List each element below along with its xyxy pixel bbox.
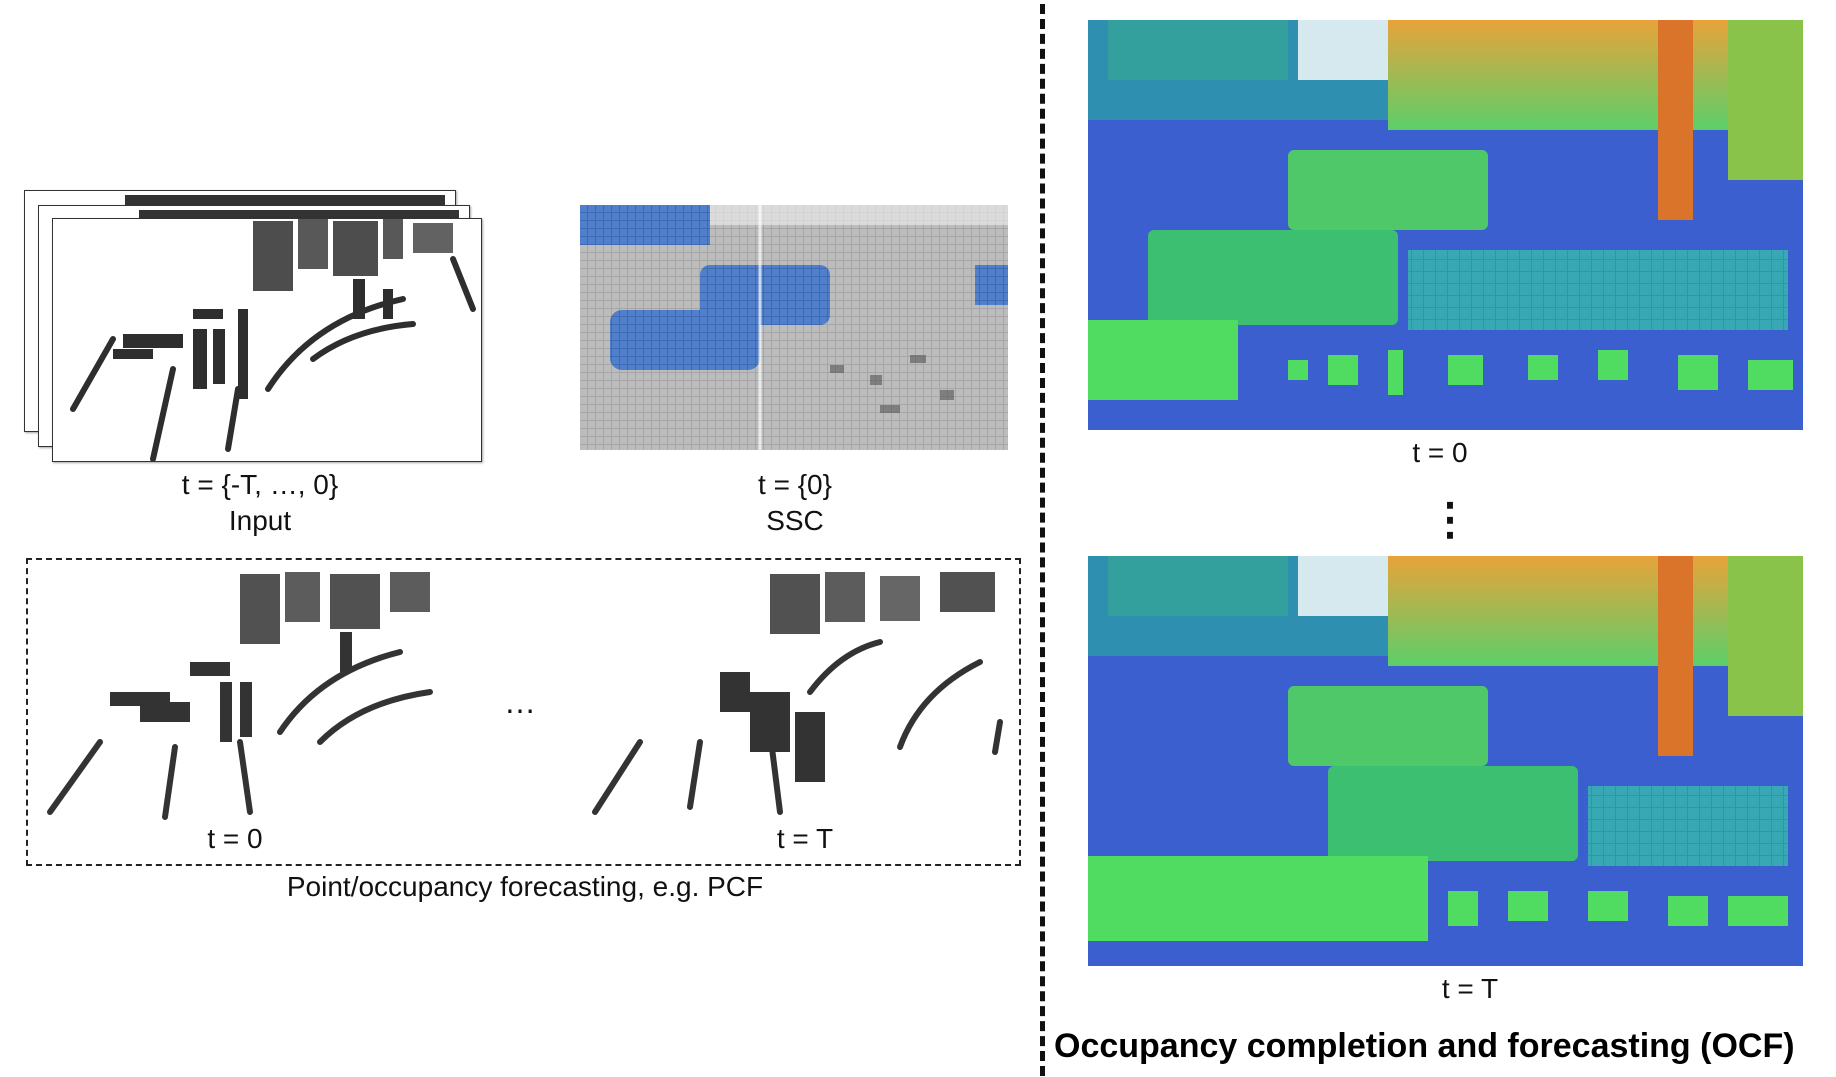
ocf-title: Occupancy completion and forecasting (OC… (1054, 1027, 1795, 1065)
forecast-first-time-label: t = 0 (207, 823, 263, 854)
ocf-frame-tT (1088, 556, 1803, 966)
ssc-panel (580, 205, 1008, 450)
forecast-frame-t0 (40, 572, 470, 822)
ssc-time-label: t = {0} (758, 469, 832, 500)
input-frame-front (52, 218, 482, 462)
ocf-frame-t0 (1088, 20, 1803, 430)
ocf-frame-t0-scene (1088, 20, 1803, 430)
forecast-frame-t0-points (47, 572, 433, 820)
ocf-top-time-label: t = 0 (1412, 437, 1468, 468)
ocf-vertical-ellipsis: ⋮ (1428, 495, 1472, 544)
forecast-frame-tT (580, 572, 1010, 822)
input-caption: Input (228, 505, 292, 536)
forecasting-box (26, 558, 1021, 866)
input-time-label: t = {-T, …, 0} (181, 469, 339, 500)
ssc-caption: SSC (766, 505, 824, 536)
input-frame-front-points (70, 219, 476, 461)
forecast-frame-tT-points (592, 572, 1003, 815)
ssc-voxel-scene (580, 205, 1008, 450)
section-divider (1040, 4, 1045, 1076)
ocf-frame-tT-scene (1088, 556, 1803, 966)
forecast-ellipsis: … (504, 684, 536, 720)
ocf-bottom-time-label: t = T (1441, 973, 1499, 1004)
forecast-last-time-label: t = T (776, 823, 834, 854)
forecast-caption: Point/occupancy forecasting, e.g. PCF (286, 871, 764, 902)
